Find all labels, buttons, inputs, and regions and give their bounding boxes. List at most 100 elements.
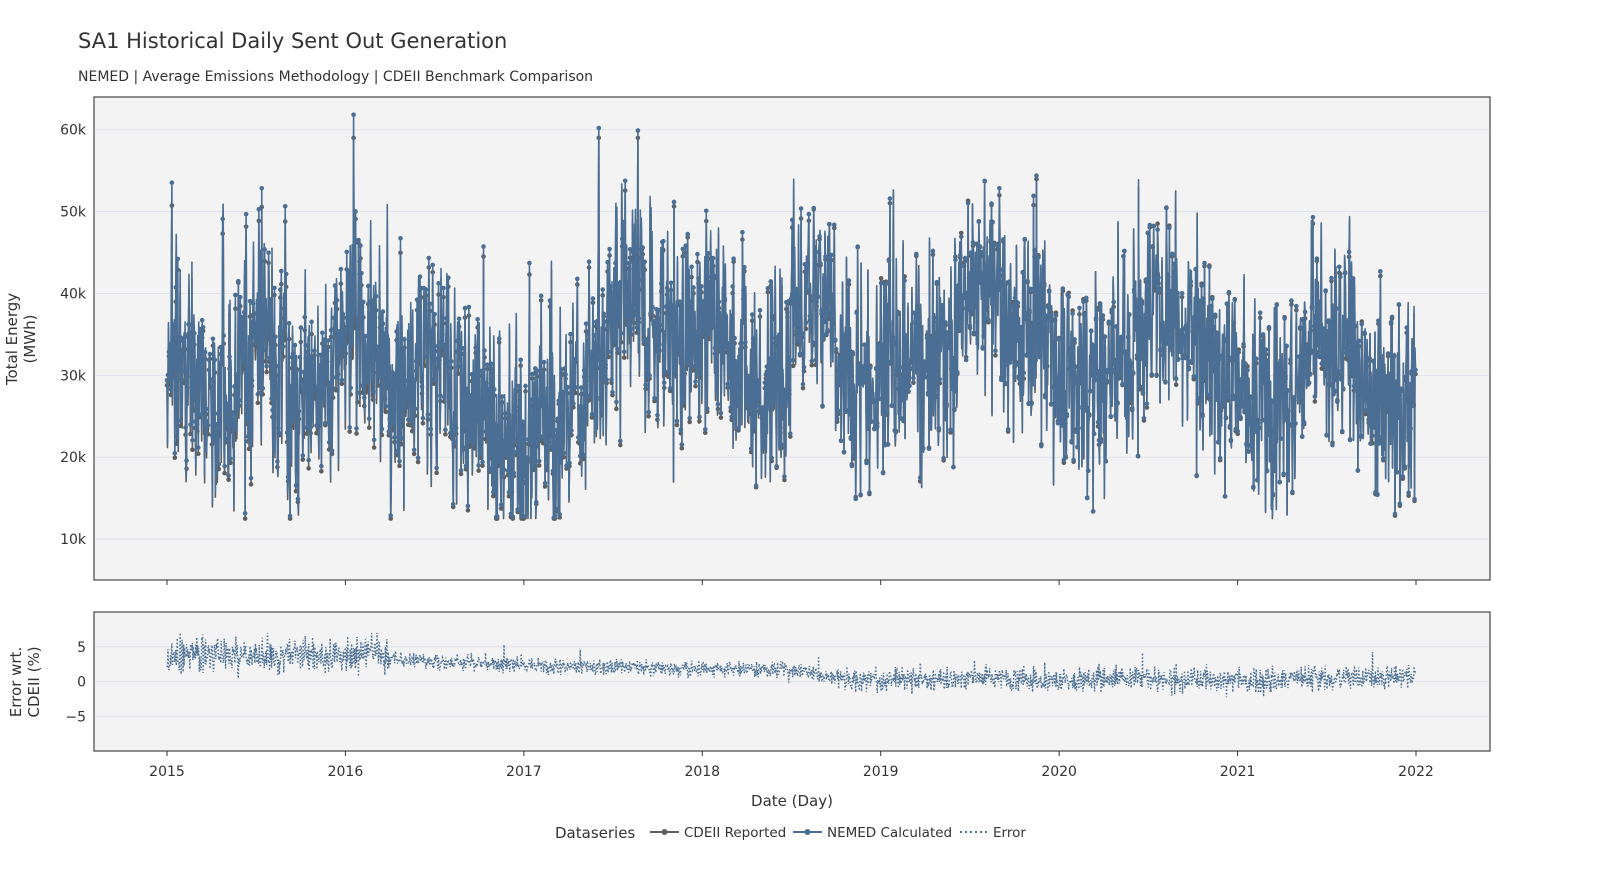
chart-subtitle: NEMED | Average Emissions Methodology | … xyxy=(78,69,593,85)
series-point-nemed-calculated xyxy=(1218,408,1224,413)
series-point-nemed-calculated xyxy=(902,278,907,283)
series-point-nemed-calculated xyxy=(1067,366,1072,372)
series-point-nemed-calculated xyxy=(436,280,441,286)
series-point-nemed-calculated xyxy=(1144,401,1150,406)
series-point-nemed-calculated xyxy=(234,372,239,377)
series-point-nemed-calculated xyxy=(663,304,669,309)
series-point-nemed-calculated xyxy=(501,467,507,472)
series-point-nemed-calculated xyxy=(862,342,867,347)
error-y-ticks: −5 0 5 xyxy=(65,640,86,726)
series-point-nemed-calculated xyxy=(1187,298,1193,303)
series-point-nemed-calculated xyxy=(697,414,702,420)
series-point-nemed-calculated xyxy=(851,454,857,459)
series-point-nemed-calculated xyxy=(1014,338,1020,343)
series-point-nemed-calculated xyxy=(317,363,322,368)
series-point-nemed-calculated xyxy=(490,489,496,495)
series-point-nemed-calculated xyxy=(1194,473,1199,478)
series-point-nemed-calculated xyxy=(208,377,214,382)
series-point-nemed-calculated xyxy=(832,337,838,342)
series-point-nemed-calculated xyxy=(448,359,454,364)
series-point-nemed-calculated xyxy=(1069,439,1074,444)
x-tick-label: 2017 xyxy=(506,764,542,780)
series-point-nemed-calculated xyxy=(1213,396,1219,402)
series-point-nemed-calculated xyxy=(1133,323,1139,328)
legend-item-nemed-calculated[interactable]: NEMED Calculated xyxy=(793,825,952,841)
series-point-nemed-calculated xyxy=(1327,383,1332,388)
series-point-nemed-calculated xyxy=(391,396,396,401)
series-point-nemed-calculated xyxy=(742,264,747,270)
series-point-nemed-calculated xyxy=(1056,337,1062,342)
series-point-nemed-calculated xyxy=(889,403,895,408)
series-point-nemed-calculated xyxy=(808,294,814,299)
legend-item-cdeii-reported[interactable]: CDEII Reported xyxy=(650,825,786,841)
series-point-nemed-calculated xyxy=(849,463,855,469)
series-point-nemed-calculated xyxy=(1252,381,1257,387)
series-point-nemed-calculated xyxy=(1409,369,1414,374)
series-point-nemed-calculated xyxy=(354,426,359,431)
legend-item-error[interactable]: Error xyxy=(960,825,1026,841)
series-point-nemed-calculated xyxy=(1050,341,1056,346)
series-point-nemed-calculated xyxy=(188,422,193,427)
energy-panel: 10k 20k 30k 40k 50k 60k Total Energy (MWh) xyxy=(3,96,1491,581)
series-point-nemed-calculated xyxy=(400,417,405,423)
series-point-nemed-calculated xyxy=(219,351,225,357)
energy-y-tick-label: 30k xyxy=(60,368,87,384)
series-point-nemed-calculated xyxy=(563,372,568,377)
series-point-nemed-calculated xyxy=(1359,321,1365,327)
series-point-nemed-calculated xyxy=(1378,269,1383,274)
series-point-nemed-calculated xyxy=(182,369,187,374)
error-series xyxy=(166,632,1417,698)
series-point-nemed-calculated xyxy=(1274,302,1280,308)
series-point-nemed-calculated xyxy=(1384,405,1390,410)
series-point-nemed-calculated xyxy=(231,418,236,423)
series-point-nemed-calculated xyxy=(482,348,487,353)
series-point-nemed-calculated xyxy=(587,393,593,398)
series-point-nemed-calculated xyxy=(1207,264,1212,270)
series-point-nemed-calculated xyxy=(575,276,580,282)
series-point-nemed-calculated xyxy=(786,299,791,304)
series-point-nemed-calculated xyxy=(755,378,761,383)
series-point-nemed-calculated xyxy=(566,419,571,425)
series-point-nemed-calculated xyxy=(419,384,425,389)
series-point-nemed-calculated xyxy=(1275,402,1281,407)
series-point-nemed-calculated xyxy=(764,364,770,369)
series-point-nemed-calculated xyxy=(397,458,402,464)
series-point-nemed-calculated xyxy=(1324,432,1329,438)
series-point-nemed-calculated xyxy=(261,303,267,308)
series-point-nemed-calculated xyxy=(259,185,265,191)
series-point-nemed-calculated xyxy=(544,464,550,470)
series-point-nemed-calculated xyxy=(392,435,397,440)
series-point-nemed-calculated xyxy=(491,387,497,392)
series-point-nemed-calculated xyxy=(1367,355,1372,361)
series-point-nemed-calculated xyxy=(388,513,394,518)
series-point-cdeii-reported xyxy=(383,409,389,415)
series-point-nemed-calculated xyxy=(637,277,643,283)
series-point-nemed-calculated xyxy=(236,278,241,284)
series-point-nemed-calculated xyxy=(1024,352,1029,358)
series-point-nemed-calculated xyxy=(237,294,243,300)
series-point-nemed-calculated xyxy=(227,354,232,360)
series-point-cdeii-reported xyxy=(1173,382,1179,388)
series-point-nemed-calculated xyxy=(495,422,501,428)
series-point-cdeii-reported xyxy=(347,429,352,434)
series-point-nemed-calculated xyxy=(202,349,208,355)
series-point-nemed-calculated xyxy=(949,365,954,371)
series-point-nemed-calculated xyxy=(1006,279,1012,285)
energy-y-tick-label: 40k xyxy=(60,286,87,302)
series-point-nemed-calculated xyxy=(779,442,784,448)
series-point-nemed-calculated xyxy=(195,445,201,450)
series-point-nemed-calculated xyxy=(617,307,622,313)
series-point-nemed-calculated xyxy=(167,375,173,381)
series-point-nemed-calculated xyxy=(942,356,947,362)
series-point-nemed-calculated xyxy=(1171,261,1177,267)
series-point-nemed-calculated xyxy=(1405,399,1410,404)
series-point-nemed-calculated xyxy=(290,351,296,356)
series-point-cdeii-reported xyxy=(498,506,504,511)
series-point-nemed-calculated xyxy=(1177,349,1183,355)
series-point-nemed-calculated xyxy=(1281,471,1286,477)
series-point-nemed-calculated xyxy=(865,408,870,414)
series-point-nemed-calculated xyxy=(1203,374,1208,380)
series-point-nemed-calculated xyxy=(238,335,244,340)
energy-y-tick-label: 60k xyxy=(60,123,87,139)
series-point-nemed-calculated xyxy=(332,283,338,288)
